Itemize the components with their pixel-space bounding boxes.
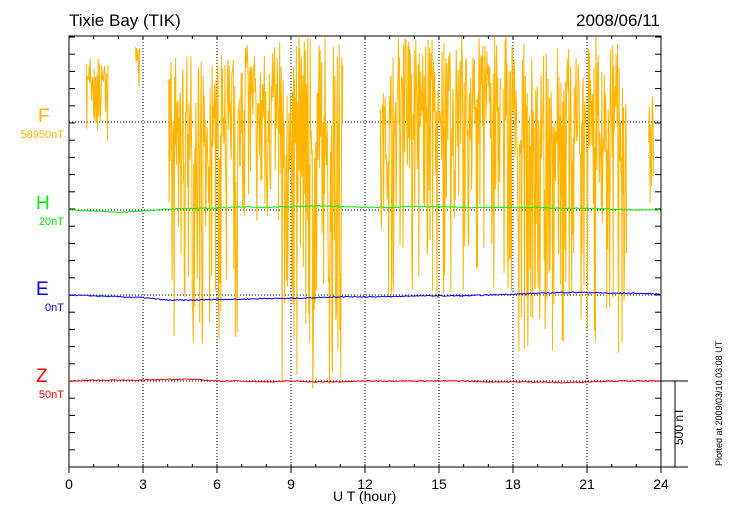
series-label-f: F xyxy=(38,106,50,127)
x-tick-label: 3 xyxy=(139,476,147,492)
series-label-z: Z xyxy=(36,366,48,387)
x-tick-label: 0 xyxy=(65,476,73,492)
x-tick-label: 21 xyxy=(579,476,595,492)
series-baseline-z: 50nT xyxy=(38,389,64,401)
chart-title: Tixie Bay (TIK) xyxy=(69,11,181,30)
series-label-h: H xyxy=(36,193,50,214)
x-tick-label: 6 xyxy=(213,476,221,492)
series-baseline-f: 58950nT xyxy=(20,129,64,141)
series-baseline-h: 20nT xyxy=(38,216,64,228)
series-line-z xyxy=(68,378,661,384)
series-baseline-e: 0nT xyxy=(45,302,64,314)
series-line-h xyxy=(68,204,660,214)
series-line-f xyxy=(85,36,655,389)
series-line-e xyxy=(68,291,660,302)
x-tick-label: 9 xyxy=(287,476,295,492)
x-tick-label: 18 xyxy=(505,476,521,492)
x-tick-label: 12 xyxy=(357,476,373,492)
x-axis-label: U T (hour) xyxy=(333,488,397,504)
x-tick-label: 15 xyxy=(431,476,447,492)
x-tick-label: 24 xyxy=(653,476,669,492)
series-label-e: E xyxy=(36,279,49,300)
chart-date: 2008/06/11 xyxy=(576,11,660,30)
